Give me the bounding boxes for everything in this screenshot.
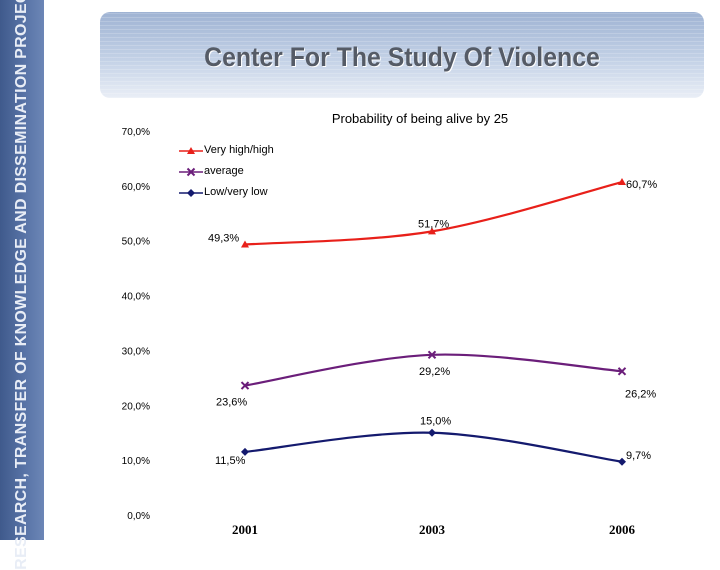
data-label: 60,7%: [626, 179, 657, 191]
data-point: [428, 227, 436, 235]
series-line: [244, 180, 623, 246]
data-label: 11,5%: [215, 455, 246, 467]
page-title: Center For The Study Of Violence: [204, 42, 600, 72]
series-low-very-low: 11,5% 15,0% 9,7%: [215, 416, 651, 467]
legend-marker-x-icon: [179, 167, 203, 177]
data-point: [240, 381, 250, 390]
series-line: [244, 431, 623, 463]
y-tick-label: 40,0%: [122, 292, 150, 303]
header-texture: [100, 12, 704, 98]
y-tick-label: 70,0%: [122, 127, 150, 138]
series-very-high-high: 49,3% 51,7% 60,7%: [208, 178, 657, 248]
legend-marker-diamond-icon: [179, 189, 203, 197]
data-point: [241, 447, 249, 456]
header-banner: Center For The Study Of Violence: [100, 12, 704, 98]
legend-item-average: average: [165, 165, 298, 183]
legend-marker-triangle-icon: [179, 147, 203, 154]
y-tick-label: 30,0%: [122, 346, 150, 357]
y-tick-label: 20,0%: [122, 401, 150, 412]
data-point: [428, 428, 436, 437]
legend-item-very-high: Very high/high: [165, 144, 298, 162]
y-tick-label: 60,0%: [122, 182, 150, 193]
x-tick-label: 2003: [419, 522, 446, 537]
data-point: [427, 350, 437, 360]
legend-label: Very high/high: [204, 144, 274, 156]
y-tick-label: 50,0%: [122, 237, 150, 248]
data-point: [618, 457, 626, 466]
data-label: 51,7%: [418, 218, 449, 230]
data-point: [241, 240, 249, 248]
data-label: 49,3%: [208, 233, 239, 245]
line-chart: Probability of being alive by 25 0,0% 10,…: [122, 111, 658, 537]
legend-label: Low/very low: [204, 186, 268, 198]
data-label: 9,7%: [626, 450, 651, 462]
y-tick-label: 10,0%: [122, 456, 150, 467]
x-tick-label: 2006: [609, 522, 636, 537]
data-label: 26,2%: [625, 388, 656, 400]
data-point: [618, 178, 626, 186]
chart-title: Probability of being alive by 25: [332, 111, 508, 126]
x-tick-label: 2001: [232, 522, 258, 537]
sidebar-banner: RESEARCH, TRANSFER OF KNOWLEDGE AND DISS…: [0, 0, 44, 570]
series-average: 23,6% 29,2% 26,2%: [216, 350, 656, 409]
legend-label: average: [204, 165, 244, 177]
y-tick-label: 0,0%: [127, 511, 150, 522]
data-label: 15,0%: [420, 416, 451, 428]
legend-item-low: Low/very low: [165, 186, 298, 204]
data-point: [617, 367, 627, 376]
chart-legend: Very high/high average Low/very low: [165, 138, 298, 200]
data-label: 29,2%: [419, 366, 450, 378]
data-label: 23,6%: [216, 397, 247, 409]
